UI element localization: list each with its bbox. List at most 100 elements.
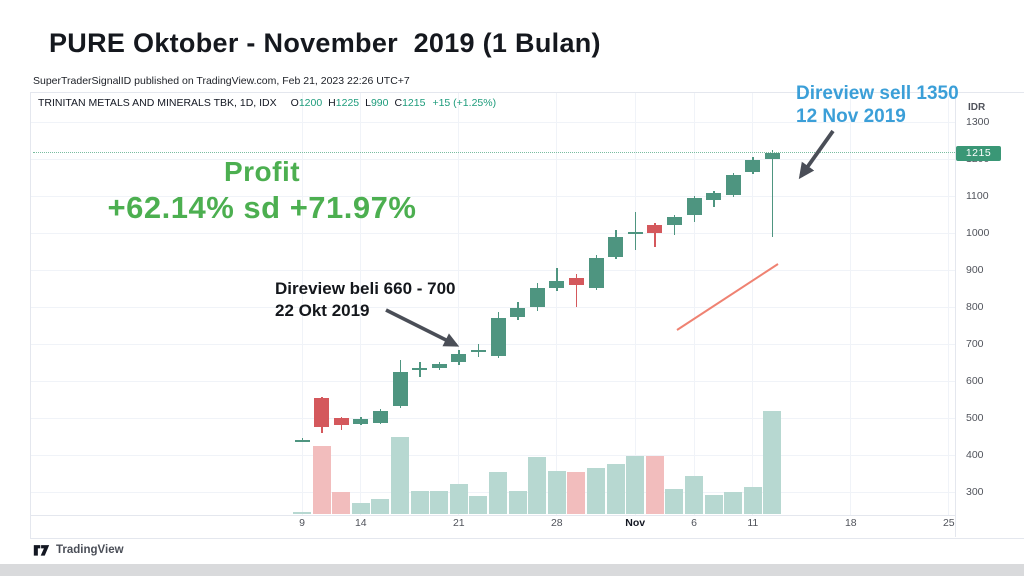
volume-bar [665, 489, 684, 514]
price-tick-label: 500 [966, 412, 984, 424]
volume-bar [606, 463, 625, 514]
volume-bar [489, 471, 507, 514]
last-price-dotted-line [33, 152, 955, 153]
candle-body [333, 418, 349, 426]
attribution-text: SuperTraderSignalID published on Trading… [33, 75, 410, 87]
candle-body [647, 224, 663, 233]
grid-line-h [31, 196, 955, 197]
candle-body [470, 350, 486, 353]
price-axis-divider [955, 92, 956, 537]
time-tick-label: 11 [747, 517, 759, 529]
candle-body [412, 368, 428, 371]
ohlc-key: C [394, 97, 403, 109]
volume-bar [645, 456, 664, 514]
grid-line-v [458, 93, 459, 515]
grid-line-v [360, 93, 361, 515]
volume-bar [469, 496, 488, 514]
price-tick-label: 600 [966, 375, 984, 387]
ohlc-values: O1200 H1225 L990 C1215 [285, 97, 426, 109]
candle-body [510, 308, 526, 317]
candle-wick [654, 223, 656, 248]
grid-line-h [31, 455, 955, 456]
candle-body [764, 153, 780, 159]
grid-line-h [31, 122, 955, 123]
time-tick-label: 21 [452, 517, 465, 529]
volume-bar [312, 446, 331, 514]
ohlc-key: O [290, 97, 299, 109]
time-axis-divider [30, 515, 955, 516]
volume-bar [587, 467, 605, 514]
candle-body [608, 237, 624, 258]
volume-bar [371, 498, 390, 514]
candle-body [627, 231, 643, 234]
symbol-legend[interactable]: TRINITAN METALS AND MINERALS TBK, 1D, ID… [38, 97, 496, 109]
grid-line-h [31, 381, 955, 382]
candle-body [706, 193, 722, 201]
volume-bar [626, 456, 645, 514]
time-tick-label: 14 [354, 517, 367, 529]
grid-line-v [302, 93, 303, 515]
price-tick-label: 1300 [966, 116, 990, 128]
sell-annotation-line2: 12 Nov 2019 [796, 106, 906, 127]
time-tick-label: 18 [844, 517, 857, 529]
candle-wick [575, 274, 578, 308]
sell-annotation-line1: Direview sell 1350 [796, 83, 959, 104]
ohlc-value: 1215 [402, 97, 426, 109]
grid-line-v [948, 93, 949, 515]
buy-annotation: Direview beli 660 - 700 22 Okt 2019 [275, 278, 456, 322]
volume-bar [724, 492, 743, 514]
candle-body [745, 159, 761, 173]
candle-body [666, 216, 682, 226]
volume-bar [508, 491, 527, 514]
volume-bar [743, 487, 762, 514]
grid-line-v [556, 93, 557, 515]
price-tick-label: 1100 [966, 190, 989, 202]
ohlc-value: 1200 [298, 97, 323, 109]
time-tick-label: 9 [299, 517, 305, 529]
candle-wick [556, 268, 558, 292]
candle-wick [771, 149, 774, 237]
volume-bar [685, 475, 703, 514]
currency-label: IDR [968, 102, 986, 113]
symbol-name: TRINITAN METALS AND MINERALS TBK, 1D, ID… [38, 97, 277, 109]
ohlc-value: 1225 [335, 97, 360, 109]
ohlc-key: H [328, 97, 336, 109]
candle-body [549, 281, 565, 289]
buy-annotation-line2: 22 Okt 2019 [275, 301, 370, 320]
grid-line-h [31, 307, 955, 308]
volume-bar [391, 436, 409, 514]
candle-wick [634, 212, 637, 251]
ohlc-key: L [365, 97, 371, 109]
volume-bar [351, 502, 370, 514]
tradingview-logo-icon [33, 545, 50, 556]
volume-bar [528, 457, 547, 514]
price-tick-label: 800 [966, 301, 984, 313]
bottom-strip [0, 564, 1024, 576]
footer: TradingView [33, 542, 124, 558]
chart-panel[interactable] [30, 92, 1024, 539]
candle-body [431, 363, 447, 368]
change-value: +15 (+1.25%) [432, 97, 497, 109]
ohlc-value: 990 [370, 97, 389, 109]
candle-body [294, 440, 310, 442]
candle-body [372, 410, 388, 423]
price-tick-label: 700 [966, 338, 984, 350]
volume-bar [547, 470, 566, 514]
price-tick-label: 400 [966, 449, 984, 461]
volume-bar [704, 495, 723, 514]
price-tick-label: 900 [966, 264, 984, 276]
price-tick-label: 1000 [966, 227, 990, 239]
tradingview-logo-text: TradingView [56, 544, 124, 556]
candle-body [568, 277, 584, 286]
candle-body [314, 397, 330, 428]
volume-bar [449, 484, 468, 514]
grid-line-h [31, 159, 955, 160]
candle-body [588, 258, 604, 288]
candle-body [725, 174, 741, 196]
buy-annotation-line1: Direview beli 660 - 700 [275, 279, 456, 298]
grid-line-h [31, 418, 955, 419]
volume-bar [293, 511, 311, 514]
candle-body [529, 288, 545, 308]
grid-line-v [635, 93, 636, 515]
